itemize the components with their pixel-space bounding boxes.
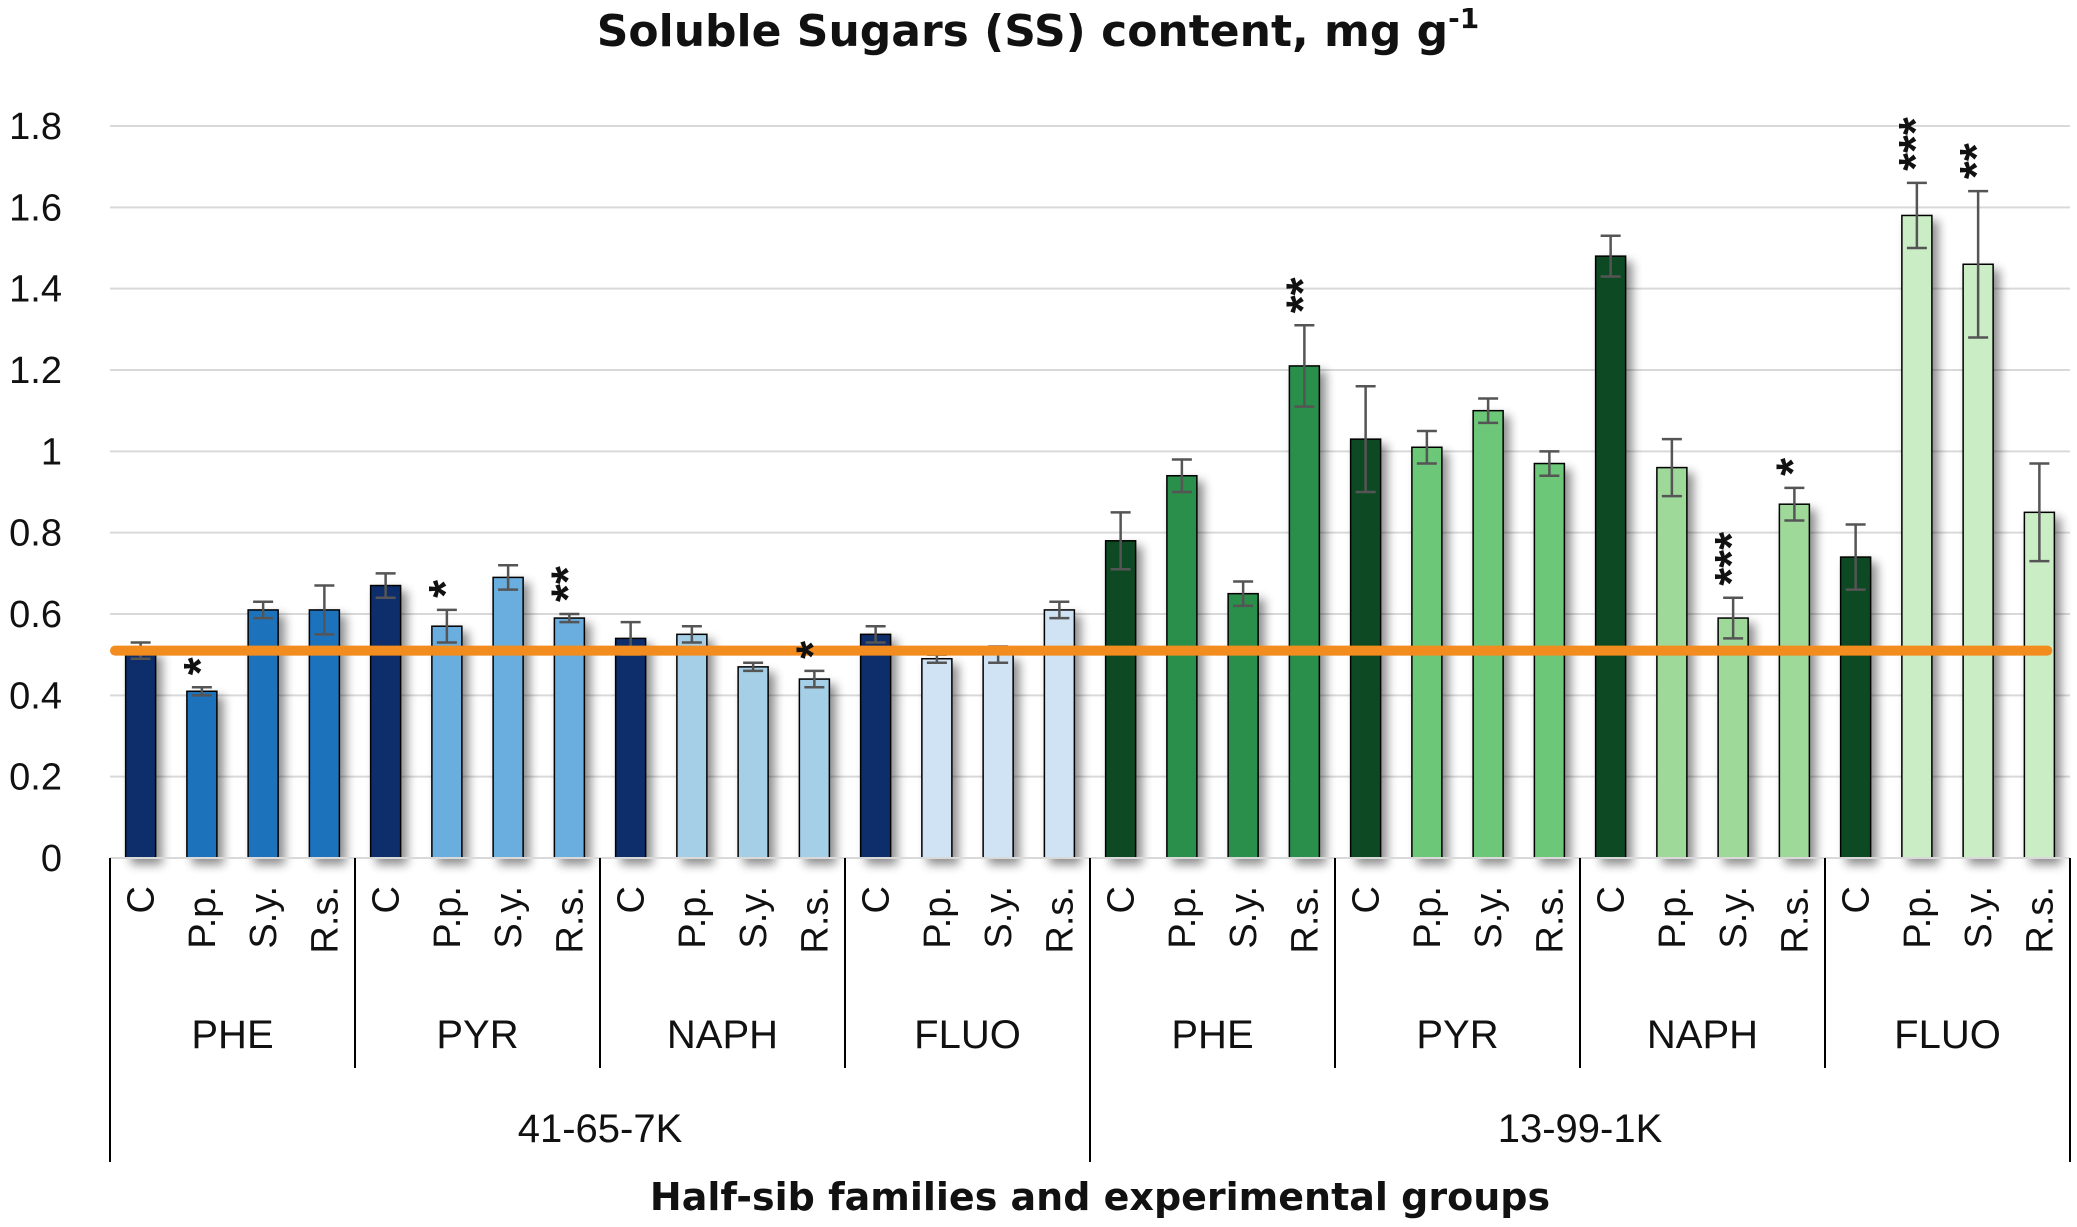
x-tick-label: C [1346,886,1388,913]
y-tick-label: 1.8 [9,106,62,148]
significance-label: ** [1276,277,1328,313]
bar [1288,365,1321,859]
x-tick-label: S.y. [1223,886,1265,949]
x-tick-label: R.s. [304,886,346,954]
x-tick-label: C [121,886,163,913]
x-tick-label: P.p. [1652,886,1694,949]
bar [1104,540,1137,859]
y-tick-label: 1.4 [9,269,62,311]
bar [1962,263,1994,859]
x-tick-label: S.y. [1958,886,2000,949]
x-tick-label: S.y. [488,886,530,949]
family-label: 13-99-1K [1498,1107,1663,1151]
bar [369,584,402,859]
x-tick-label: P.p. [672,886,714,949]
significance-label: * [174,657,226,675]
y-tick-label: 0.2 [9,757,62,799]
family-label: 41-65-7K [518,1107,683,1151]
bar [982,653,1014,859]
bar [921,657,953,859]
significance-label: ** [1950,143,2002,179]
group-label: FLUO [914,1013,1021,1057]
significance-label: *** [1705,532,1757,586]
x-tick-label: R.s. [2019,886,2061,954]
y-tick-label: 0.8 [9,513,62,555]
x-axis: C P.p. S.y. R.s. C P.p. S.y. R.s. C P.p. S.y. R.s. C… [109,857,2071,1162]
bar [737,666,769,859]
bar [186,690,218,859]
group-label: NAPH [1647,1013,1758,1057]
bars [124,214,2056,859]
bar [1901,214,1933,859]
x-tick-label: R.s. [549,886,591,954]
bar [676,633,708,859]
x-tick-label: P.p. [1162,886,1204,949]
bar [1778,503,1811,859]
error-bars [130,181,2050,697]
y-tick-label: 0.6 [9,594,62,636]
bar [859,633,892,859]
x-tick-label: P.p. [182,886,224,949]
x-axis-title: Half-sib families and experimental group… [650,1175,1550,1219]
x-tick-label: S.y. [243,886,285,949]
bar [1533,462,1566,859]
x-tick-label: R.s. [794,886,836,954]
x-tick-label: S.y. [1468,886,1510,949]
bar [1656,466,1688,859]
x-tick-label: R.s. [1039,886,1081,954]
x-tick-label: C [856,886,898,913]
group-label: FLUO [1894,1013,2001,1057]
x-tick-label: R.s. [1284,886,1326,954]
y-tick-label: 1.6 [9,187,62,229]
significance-label: * [786,641,838,659]
bar [614,637,647,859]
group-label: PYR [1416,1013,1498,1057]
bar [1227,592,1259,859]
bar [1594,255,1627,859]
bar [1472,409,1504,859]
significance-label: * [1766,458,1818,476]
x-tick-label: P.p. [1897,886,1939,949]
chart-title-main: Soluble Sugars (SS) content, mg g [597,6,1448,57]
x-tick-label: S.y. [733,886,775,949]
x-tick-label: P.p. [917,886,959,949]
x-tick-label: R.s. [1774,886,1816,954]
bar [798,678,831,859]
x-tick-label: S.y. [1713,886,1755,949]
y-tick-label: 1 [41,431,62,473]
bar [492,576,524,859]
significance-label: *** [1889,117,1941,171]
y-tick-label: 0.4 [9,675,62,717]
bar [124,649,157,859]
significance-label: ** [541,566,593,602]
x-tick-label: S.y. [978,886,1020,949]
chart-title: Soluble Sugars (SS) content, mg g-1 [597,2,1480,57]
x-tick-label: R.s. [1529,886,1571,954]
x-tick-label: P.p. [1407,886,1449,949]
x-tick-label: C [1591,886,1633,913]
x-tick-label: P.p. [427,886,469,949]
group-label: PHE [1171,1013,1253,1057]
x-tick-label: C [611,886,653,913]
bar [2023,511,2056,859]
group-label: PYR [436,1013,518,1057]
bar [1166,474,1198,859]
x-tick-label: C [1101,886,1143,913]
significance-label: * [419,580,471,598]
x-tick-label: C [366,886,408,913]
significance-markers: ** ************ ** [174,117,2002,675]
x-tick-label: C [1836,886,1878,913]
bar [431,625,463,859]
y-tick-label: 1.2 [9,350,62,392]
bar [1839,556,1872,859]
group-label: NAPH [667,1013,778,1057]
chart-title-superscript: -1 [1448,2,1479,35]
y-axis-tick-labels: 0 0.2 0.4 0.6 0.8 1 1.2 1.4 1.6 1.8 [9,106,62,880]
group-label: PHE [191,1013,273,1057]
gridlines [110,125,2070,778]
y-tick-label: 0 [41,838,62,880]
